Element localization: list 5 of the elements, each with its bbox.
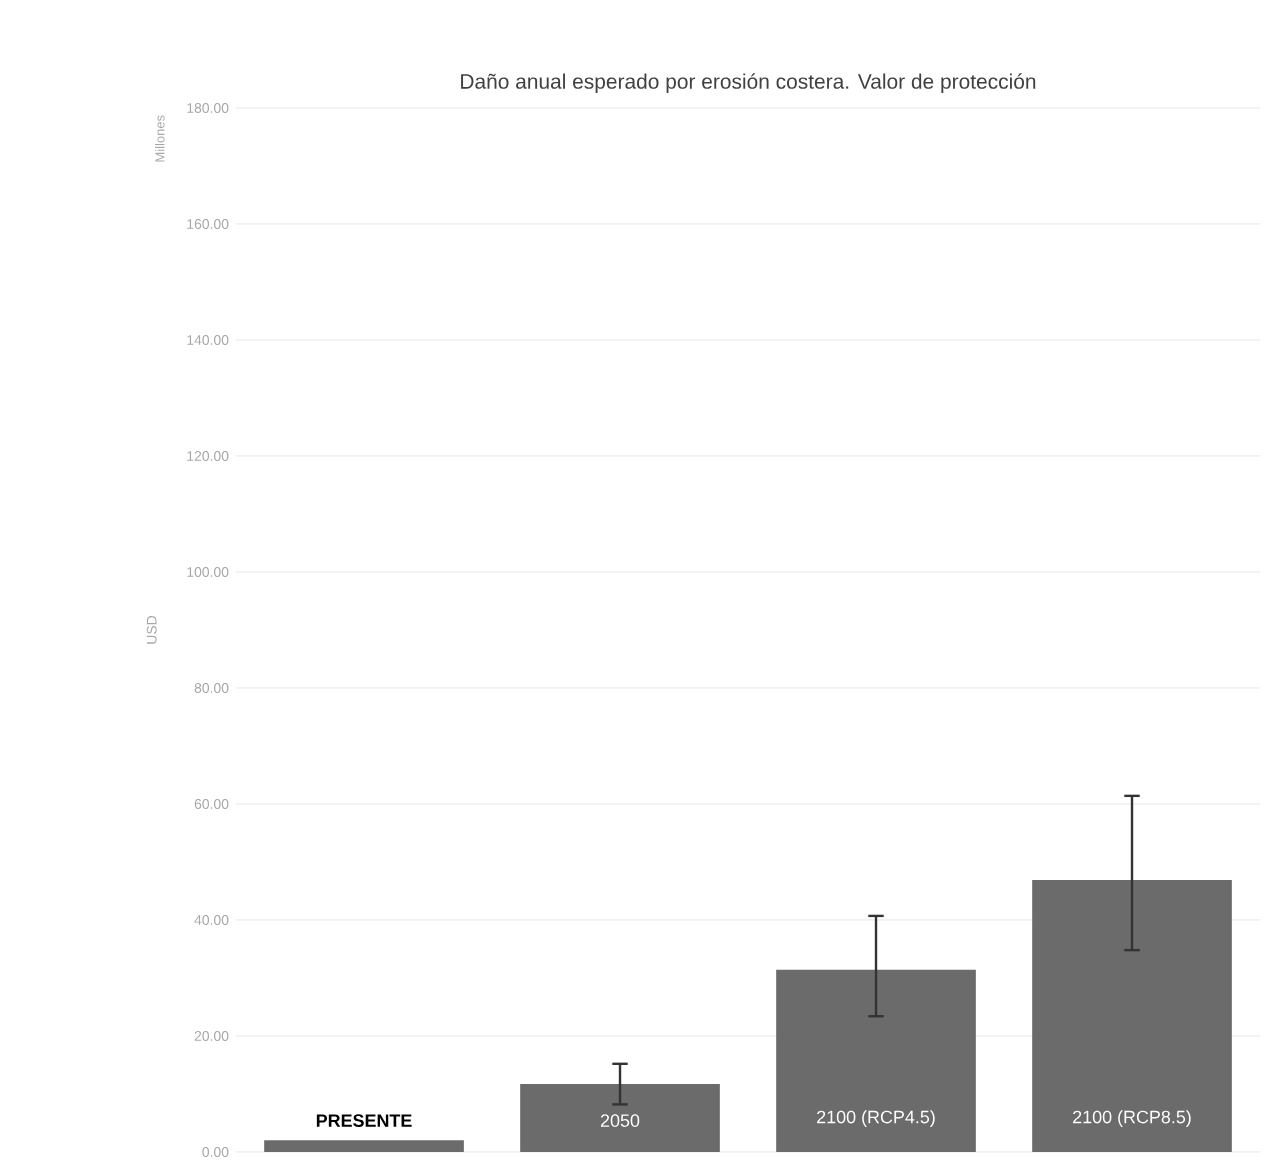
x-tick-label: 2100 (RCP4.5): [817, 1110, 935, 1127]
x-tick-label: PRESENTE: [316, 1114, 412, 1127]
x-tick-label: 2050: [600, 1114, 640, 1127]
x-tick-label: 2100 (RCP8.5): [1073, 1110, 1191, 1127]
chart-title: Daño anual esperado por erosión costera. Valor de protección: [461, 73, 1036, 93]
